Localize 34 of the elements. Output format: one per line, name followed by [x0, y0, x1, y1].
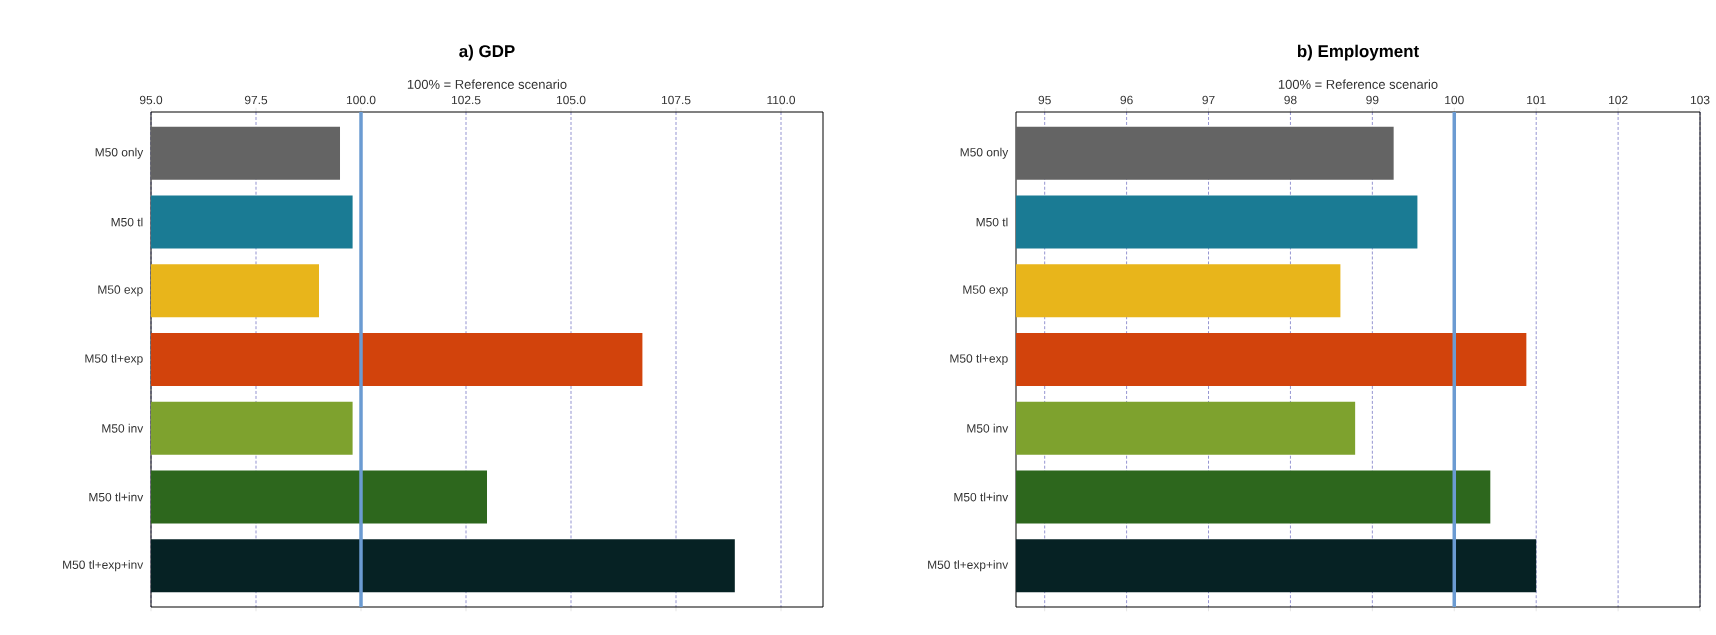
y-tick-label: M50 tl+inv	[954, 492, 1009, 502]
y-tick-label: M50 only	[960, 147, 1009, 159]
y-tick-label: M50 tl+exp	[950, 353, 1008, 366]
x-tick-label: 95.0	[139, 95, 163, 105]
y-tick-label: M50 tl	[976, 217, 1008, 227]
x-tick-label: 107.5	[661, 95, 691, 105]
y-tick-label: M50 exp	[98, 285, 143, 297]
y-tick-label: M50 exp	[963, 285, 1008, 297]
x-tick-label: 101	[1527, 95, 1546, 105]
y-tick-label: M50 tl	[111, 217, 143, 227]
chart-title: b) Employment	[1297, 44, 1419, 61]
y-tick-label: M50 tl+exp+inv	[63, 560, 144, 572]
y-tick-label: M50 inv	[102, 423, 144, 433]
y-tick-label: M50 tl+exp+inv	[928, 560, 1009, 572]
chart-title: a) GDP	[459, 44, 515, 61]
x-tick-label: 103	[1690, 95, 1710, 105]
x-tick-label: 97.5	[244, 95, 268, 105]
x-tick-label: 99	[1366, 95, 1379, 105]
x-axis-title: 100% = Reference scenario	[407, 79, 567, 89]
x-tick-label: 105.0	[556, 95, 586, 105]
y-tick-label: M50 inv	[967, 423, 1009, 433]
x-tick-label: 102.5	[451, 95, 481, 105]
x-axis-title: 100% = Reference scenario	[1278, 79, 1438, 89]
x-tick-label: 98	[1284, 95, 1297, 105]
y-tick-label: M50 only	[95, 147, 144, 159]
y-tick-label: M50 tl+inv	[89, 492, 144, 502]
x-tick-label: 100.0	[346, 95, 376, 105]
x-tick-label: 102	[1609, 95, 1628, 105]
x-tick-label: 100	[1445, 95, 1464, 105]
x-tick-label: 96	[1120, 95, 1133, 105]
y-tick-label: M50 tl+exp	[85, 353, 143, 366]
x-tick-label: 95	[1038, 95, 1051, 105]
x-tick-label: 110.0	[767, 95, 796, 105]
x-tick-label: 97	[1202, 95, 1215, 105]
